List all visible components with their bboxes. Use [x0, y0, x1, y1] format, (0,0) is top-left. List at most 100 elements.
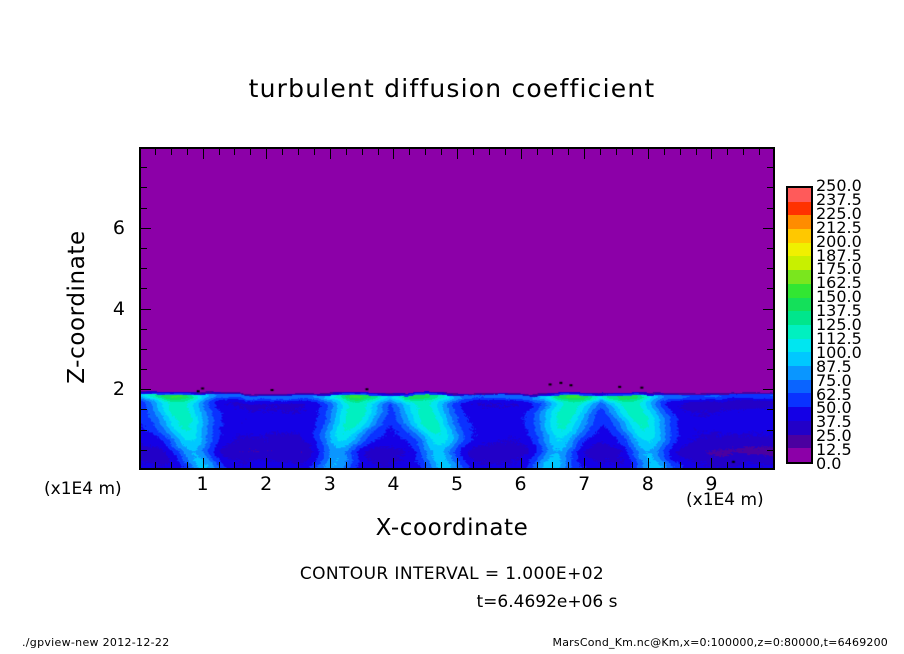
- colorbar-band-17: [788, 215, 811, 230]
- x-tick-top: [648, 148, 649, 159]
- colorbar: [786, 186, 813, 464]
- colorbar-band-12: [788, 283, 811, 298]
- x-tick: [362, 462, 363, 469]
- x-tick: [680, 462, 681, 469]
- colorbar-band-1: [788, 434, 811, 449]
- y-tick-label: 2: [112, 378, 125, 401]
- x-tick-top: [346, 148, 347, 155]
- colorbar-band-8: [788, 338, 811, 353]
- x-tick: [187, 462, 188, 469]
- x-tick: [584, 458, 585, 469]
- y-tick: [140, 208, 147, 209]
- colorbar-band-11: [788, 297, 811, 312]
- x-tick-label: 7: [578, 473, 591, 495]
- y-tick: [140, 450, 147, 451]
- x-tick-top: [759, 148, 760, 155]
- x-tick: [171, 462, 172, 469]
- x-tick-top: [203, 148, 204, 159]
- y-tick: [140, 369, 147, 370]
- x-tick-top: [219, 148, 220, 155]
- x-tick-top: [743, 148, 744, 155]
- x-tick-top: [537, 148, 538, 155]
- x-tick-top: [552, 148, 553, 155]
- y-tick-right: [767, 248, 774, 249]
- x-tick: [632, 462, 633, 469]
- x-tick: [266, 458, 267, 469]
- colorbar-band-5: [788, 379, 811, 394]
- colorbar-tick-label: 225.0: [816, 203, 862, 223]
- colorbar-band-0: [788, 448, 811, 462]
- x-tick-label: 6: [514, 473, 527, 495]
- x-tick-top: [393, 148, 394, 159]
- x-tick: [330, 458, 331, 469]
- x-tick-top: [696, 148, 697, 155]
- x-tick-top: [155, 148, 156, 155]
- x-tick: [219, 462, 220, 469]
- x-tick-top: [521, 148, 522, 159]
- colorbar-tick-label: 237.5: [816, 189, 862, 209]
- colorbar-tick-label: 37.5: [816, 412, 852, 432]
- x-tick-top: [632, 148, 633, 155]
- colorbar-band-2: [788, 420, 811, 435]
- y-tick: [140, 409, 147, 410]
- colorbar-tick-label: 137.5: [816, 301, 862, 321]
- x-tick: [409, 462, 410, 469]
- y-tick-label: 6: [112, 216, 125, 239]
- y-tick-right: [763, 309, 774, 310]
- x-tick: [664, 462, 665, 469]
- y-tick-right: [767, 409, 774, 410]
- colorbar-band-10: [788, 311, 811, 325]
- x-tick-top: [457, 148, 458, 159]
- x-tick-top: [187, 148, 188, 155]
- y-tick-right: [767, 430, 774, 431]
- x-tick: [727, 462, 728, 469]
- colorbar-band-4: [788, 393, 811, 408]
- turbulent-diffusion-field: [141, 149, 773, 468]
- colorbar-tick-label: 200.0: [816, 231, 862, 251]
- x-tick: [393, 458, 394, 469]
- contour-interval-note: CONTOUR INTERVAL = 1.000E+02: [299, 564, 605, 584]
- x-tick: [250, 462, 251, 469]
- x-tick-top: [505, 148, 506, 155]
- colorbar-tick-labels: 250.0 237.5 225.0 212.5 200.0 187.5 175.0 162.5…: [816, 178, 886, 473]
- colorbar-band-19: [788, 187, 811, 202]
- y-tick-right: [763, 228, 774, 229]
- x-tick-top: [489, 148, 490, 155]
- x-tick-top: [266, 148, 267, 159]
- colorbar-band-13: [788, 270, 811, 284]
- colorbar-tick-label: 62.5: [816, 384, 852, 404]
- colorbar-tick-label: 187.5: [816, 245, 862, 265]
- time-stamp-label: t=6.4692e+06 s: [476, 592, 618, 612]
- y-tick-right: [767, 167, 774, 168]
- x-tick-top: [171, 148, 172, 155]
- colorbar-tick-label: 150.0: [816, 287, 862, 307]
- x-tick-label: 5: [450, 473, 464, 495]
- colorbar-band-3: [788, 407, 811, 421]
- footer-command-label: ./gpview-new 2012-12-22: [22, 636, 170, 649]
- y-tick-right: [763, 389, 774, 390]
- x-tick-top: [680, 148, 681, 155]
- x-tick-top: [330, 148, 331, 159]
- x-unit-label-right: (x1E4 m): [686, 490, 764, 510]
- y-tick-right: [767, 208, 774, 209]
- x-tick: [457, 458, 458, 469]
- x-tick: [743, 462, 744, 469]
- x-tick: [346, 462, 347, 469]
- x-tick: [155, 462, 156, 469]
- y-tick-right: [767, 268, 774, 269]
- x-tick-label: 8: [641, 473, 654, 495]
- colorbar-band-6: [788, 366, 811, 380]
- x-tick-label: 1: [196, 473, 209, 495]
- x-tick-top: [727, 148, 728, 155]
- x-tick: [552, 462, 553, 469]
- x-tick-top: [378, 148, 379, 155]
- y-tick-right: [767, 349, 774, 350]
- colorbar-tick-label: 50.0: [816, 398, 852, 418]
- colorbar-tick-label: 0.0: [816, 454, 842, 473]
- y-tick: [140, 329, 147, 330]
- x-tick: [568, 462, 569, 469]
- x-tick-top: [584, 148, 585, 159]
- x-tick-top: [250, 148, 251, 155]
- y-tick-right: [767, 187, 774, 188]
